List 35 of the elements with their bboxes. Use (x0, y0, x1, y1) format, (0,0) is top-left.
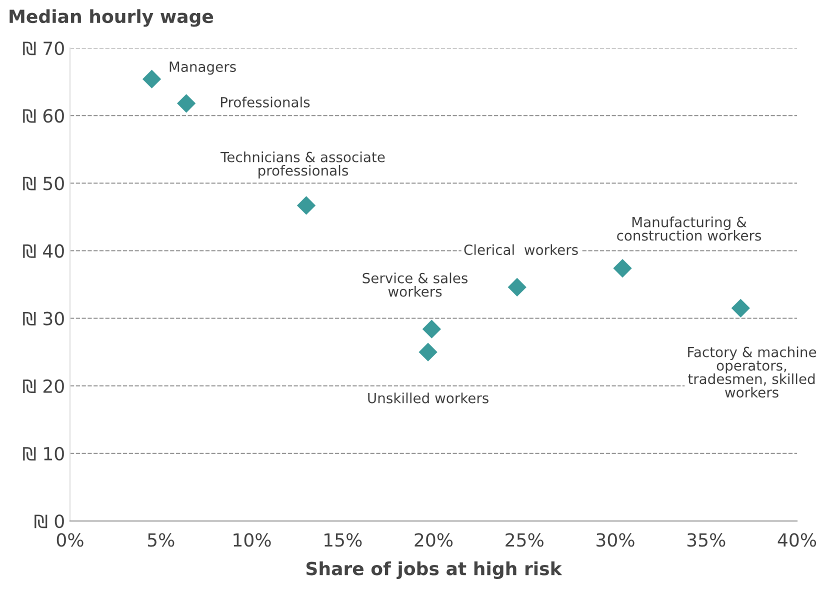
annotation: Professionals (221, 96, 310, 108)
point (296, 196, 316, 215)
point (613, 258, 632, 278)
point (508, 278, 526, 297)
annotation: Factory & machine operators, tradesmen, skilled workers (688, 346, 816, 398)
y-tick-label: ₪ 40 (23, 244, 64, 258)
x-tick-label: 35% (687, 533, 726, 547)
annotation: Clerical workers (464, 244, 578, 256)
annotation: Manufacturing & construction workers (617, 216, 762, 241)
point (422, 320, 441, 338)
annotation: Technicians & associate professionals (220, 152, 385, 178)
x-tick-label: 10% (234, 533, 271, 547)
y-axis-title: Median hourly wage (10, 9, 214, 27)
y-tick-label: ₪ 0 (34, 514, 64, 528)
y-tick-label: ₪ 30 (23, 312, 64, 326)
x-tick-label: 30% (596, 533, 634, 547)
point (142, 70, 162, 88)
y-tick-label: ₪ 20 (23, 379, 64, 393)
x-tick-label: 25% (506, 533, 544, 547)
y-tick-label: ₪ 60 (23, 109, 64, 123)
x-tick-label: 15% (324, 533, 362, 547)
y-tick-label: ₪ 10 (23, 446, 64, 461)
point (731, 298, 750, 318)
point (418, 342, 438, 362)
x-tick-label: 5% (148, 533, 174, 547)
annotation: Service & sales workers (362, 272, 468, 297)
x-tick-label: 20% (414, 533, 453, 547)
x-tick-label: 40% (778, 533, 816, 547)
x-tick-label: 0% (56, 533, 84, 547)
x-axis-title: Share of jobs at high risk (306, 561, 562, 580)
y-tick-label: ₪ 70 (23, 41, 64, 56)
annotation: Unskilled workers (368, 392, 488, 404)
point (177, 94, 196, 113)
y-tick-label: ₪ 50 (23, 176, 64, 190)
annotation: Managers (170, 62, 236, 75)
